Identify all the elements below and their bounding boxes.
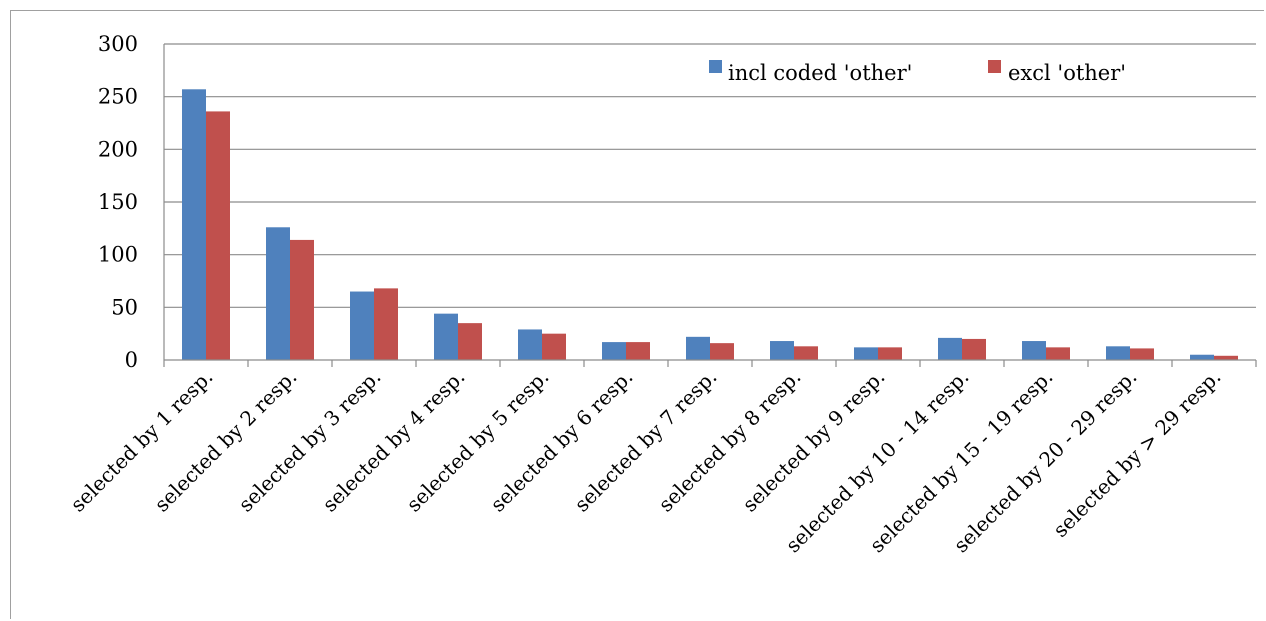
x-category-label: selected by 5 resp.	[402, 365, 554, 517]
chart-frame	[10, 10, 1264, 619]
bar-excl-other	[206, 111, 230, 360]
x-category-label: selected by 2 resp.	[150, 365, 302, 517]
bar-excl-other	[1214, 355, 1238, 360]
x-category-label: selected by 6 resp.	[486, 365, 638, 517]
bar-excl-other	[542, 333, 566, 360]
x-axis-category-labels: selected by 1 resp.selected by 2 resp.se…	[66, 365, 1226, 558]
x-category-label: selected by 4 resp.	[318, 365, 470, 517]
bar-excl-other	[374, 288, 398, 360]
bar-incl-other	[686, 336, 710, 360]
legend-label-excl-other: excl 'other'	[1008, 61, 1126, 85]
bar-excl-other	[710, 343, 734, 360]
x-category-label: selected by 1 resp.	[66, 365, 218, 517]
bar-excl-other	[458, 323, 482, 360]
legend-swatch-excl-other	[988, 60, 1001, 73]
bar-incl-other	[938, 337, 962, 360]
y-tick-label: 300	[98, 32, 138, 56]
y-axis-tick-labels: 0 50 100 150 200 250 300	[98, 32, 138, 372]
legend: incl coded 'other' excl 'other'	[709, 60, 1126, 85]
bar-incl-other	[1106, 346, 1130, 360]
y-tick-label: 150	[98, 190, 138, 214]
x-category-label: selected by 3 resp.	[234, 365, 386, 517]
bar-incl-other	[350, 291, 374, 360]
bar-incl-other	[518, 329, 542, 360]
bar-incl-other	[266, 227, 290, 360]
bar-incl-other	[854, 347, 878, 360]
bar-excl-other	[878, 347, 902, 360]
bars	[182, 89, 1238, 360]
bar-incl-other	[434, 313, 458, 360]
bar-incl-other	[770, 341, 794, 360]
x-category-label: selected by > 29 resp.	[1048, 365, 1225, 542]
bar-incl-other	[1190, 354, 1214, 360]
bar-excl-other	[1046, 347, 1070, 360]
y-tick-label: 0	[125, 348, 138, 372]
y-tick-label: 200	[98, 137, 138, 161]
legend-swatch-incl-other	[709, 60, 722, 73]
bar-incl-other	[1022, 341, 1046, 360]
bar-excl-other	[1130, 348, 1154, 360]
bar-incl-other	[182, 89, 206, 360]
x-category-label: selected by 7 resp.	[570, 365, 722, 517]
bar-incl-other	[602, 342, 626, 360]
y-tick-label: 250	[98, 85, 138, 109]
bar-excl-other	[794, 346, 818, 360]
x-category-label: selected by 9 resp.	[738, 365, 890, 517]
x-axis	[163, 44, 1257, 367]
bar-excl-other	[290, 239, 314, 360]
x-category-label: selected by 8 resp.	[654, 365, 806, 517]
legend-label-incl-other: incl coded 'other'	[728, 61, 912, 85]
gridlines	[164, 43, 1256, 308]
bar-excl-other	[626, 342, 650, 360]
bar-excl-other	[962, 338, 986, 360]
y-tick-label: 100	[98, 243, 138, 267]
y-tick-label: 50	[111, 295, 138, 319]
